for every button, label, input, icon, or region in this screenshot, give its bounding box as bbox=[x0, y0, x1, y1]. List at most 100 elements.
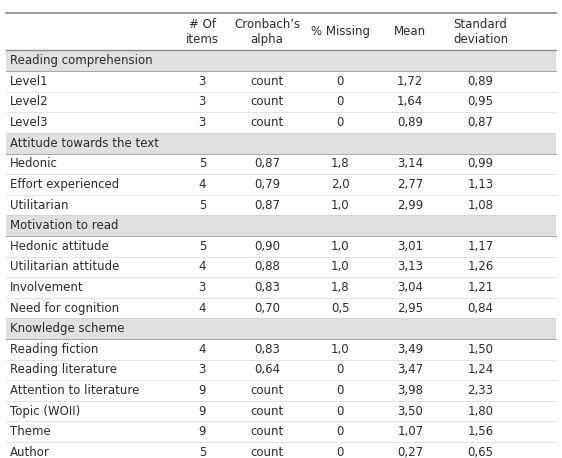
Text: 2,99: 2,99 bbox=[397, 199, 423, 212]
Text: count: count bbox=[250, 446, 284, 458]
Text: 2,95: 2,95 bbox=[397, 302, 423, 315]
Text: 3: 3 bbox=[198, 116, 206, 129]
Text: 1,8: 1,8 bbox=[330, 157, 350, 170]
Text: 1,0: 1,0 bbox=[330, 199, 350, 212]
Text: Standard
deviation: Standard deviation bbox=[453, 18, 508, 46]
Text: Mean: Mean bbox=[394, 25, 427, 38]
Text: Involvement: Involvement bbox=[10, 281, 84, 294]
Text: Author: Author bbox=[10, 446, 50, 458]
Text: 0,87: 0,87 bbox=[468, 116, 493, 129]
Text: Cronbach’s
alpha: Cronbach’s alpha bbox=[234, 18, 300, 46]
FancyBboxPatch shape bbox=[6, 133, 556, 153]
Text: 1,0: 1,0 bbox=[330, 343, 350, 356]
Text: 0: 0 bbox=[336, 405, 344, 418]
FancyBboxPatch shape bbox=[6, 256, 556, 277]
Text: 0,95: 0,95 bbox=[468, 95, 493, 109]
Text: 1,80: 1,80 bbox=[468, 405, 493, 418]
Text: Level2: Level2 bbox=[10, 95, 49, 109]
Text: 0: 0 bbox=[336, 446, 344, 458]
Text: 4: 4 bbox=[198, 178, 206, 191]
Text: Motivation to read: Motivation to read bbox=[10, 219, 119, 232]
Text: Level3: Level3 bbox=[10, 116, 49, 129]
Text: 0,65: 0,65 bbox=[468, 446, 493, 458]
FancyBboxPatch shape bbox=[6, 442, 556, 458]
FancyBboxPatch shape bbox=[6, 318, 556, 339]
Text: Reading comprehension: Reading comprehension bbox=[10, 54, 153, 67]
Text: Reading literature: Reading literature bbox=[10, 364, 117, 376]
FancyBboxPatch shape bbox=[6, 50, 556, 71]
Text: Theme: Theme bbox=[10, 425, 51, 438]
FancyBboxPatch shape bbox=[6, 92, 556, 112]
Text: 0: 0 bbox=[336, 364, 344, 376]
FancyBboxPatch shape bbox=[6, 71, 556, 92]
Text: 1,50: 1,50 bbox=[468, 343, 493, 356]
Text: Attitude towards the text: Attitude towards the text bbox=[10, 136, 159, 150]
FancyBboxPatch shape bbox=[6, 195, 556, 215]
Text: 0,27: 0,27 bbox=[397, 446, 423, 458]
FancyBboxPatch shape bbox=[6, 215, 556, 236]
Text: 3: 3 bbox=[198, 364, 206, 376]
Text: 9: 9 bbox=[198, 425, 206, 438]
FancyBboxPatch shape bbox=[6, 174, 556, 195]
FancyBboxPatch shape bbox=[6, 153, 556, 174]
Text: 4: 4 bbox=[198, 343, 206, 356]
Text: 1,17: 1,17 bbox=[468, 240, 493, 253]
Text: 1,08: 1,08 bbox=[468, 199, 493, 212]
Text: 1,26: 1,26 bbox=[468, 261, 493, 273]
Text: Effort experienced: Effort experienced bbox=[10, 178, 119, 191]
Text: Hedonic: Hedonic bbox=[10, 157, 58, 170]
Text: 3: 3 bbox=[198, 281, 206, 294]
Text: count: count bbox=[250, 405, 284, 418]
Text: 5: 5 bbox=[198, 199, 206, 212]
Text: 1,8: 1,8 bbox=[330, 281, 350, 294]
Text: 1,0: 1,0 bbox=[330, 240, 350, 253]
Text: 0,99: 0,99 bbox=[468, 157, 493, 170]
Text: 5: 5 bbox=[198, 446, 206, 458]
Text: Utilitarian: Utilitarian bbox=[10, 199, 69, 212]
Text: # Of
items: # Of items bbox=[186, 18, 219, 46]
Text: 0: 0 bbox=[336, 95, 344, 109]
FancyBboxPatch shape bbox=[6, 380, 556, 401]
Text: 5: 5 bbox=[198, 240, 206, 253]
Text: Knowledge scheme: Knowledge scheme bbox=[10, 322, 125, 335]
Text: 4: 4 bbox=[198, 302, 206, 315]
Text: 1,24: 1,24 bbox=[468, 364, 493, 376]
Text: 0: 0 bbox=[336, 75, 344, 88]
Text: 1,0: 1,0 bbox=[330, 261, 350, 273]
Text: count: count bbox=[250, 95, 284, 109]
Text: 0: 0 bbox=[336, 425, 344, 438]
Text: 3,04: 3,04 bbox=[397, 281, 423, 294]
Text: 3: 3 bbox=[198, 95, 206, 109]
Text: 3,47: 3,47 bbox=[397, 364, 423, 376]
Text: 0,79: 0,79 bbox=[254, 178, 280, 191]
Text: 3,01: 3,01 bbox=[397, 240, 423, 253]
Text: Topic (WOII): Topic (WOII) bbox=[10, 405, 80, 418]
Text: 3,13: 3,13 bbox=[397, 261, 423, 273]
Text: 9: 9 bbox=[198, 384, 206, 397]
FancyBboxPatch shape bbox=[6, 298, 556, 318]
Text: % Missing: % Missing bbox=[311, 25, 369, 38]
Text: 1,64: 1,64 bbox=[397, 95, 423, 109]
Text: 0,5: 0,5 bbox=[331, 302, 349, 315]
Text: 5: 5 bbox=[198, 157, 206, 170]
Text: 0,83: 0,83 bbox=[254, 281, 280, 294]
Text: Level1: Level1 bbox=[10, 75, 49, 88]
Text: 2,77: 2,77 bbox=[397, 178, 423, 191]
Text: count: count bbox=[250, 116, 284, 129]
Text: 0,83: 0,83 bbox=[254, 343, 280, 356]
FancyBboxPatch shape bbox=[6, 112, 556, 133]
Text: Attention to literature: Attention to literature bbox=[10, 384, 139, 397]
Text: count: count bbox=[250, 425, 284, 438]
Text: 1,56: 1,56 bbox=[468, 425, 493, 438]
Text: 0,89: 0,89 bbox=[397, 116, 423, 129]
Text: 1,72: 1,72 bbox=[397, 75, 423, 88]
Text: 0,87: 0,87 bbox=[254, 199, 280, 212]
FancyBboxPatch shape bbox=[6, 360, 556, 380]
Text: 2,0: 2,0 bbox=[330, 178, 350, 191]
Text: 3,49: 3,49 bbox=[397, 343, 423, 356]
Text: 4: 4 bbox=[198, 261, 206, 273]
Text: count: count bbox=[250, 384, 284, 397]
Text: 0,88: 0,88 bbox=[254, 261, 280, 273]
Text: 3,14: 3,14 bbox=[397, 157, 423, 170]
FancyBboxPatch shape bbox=[6, 339, 556, 360]
